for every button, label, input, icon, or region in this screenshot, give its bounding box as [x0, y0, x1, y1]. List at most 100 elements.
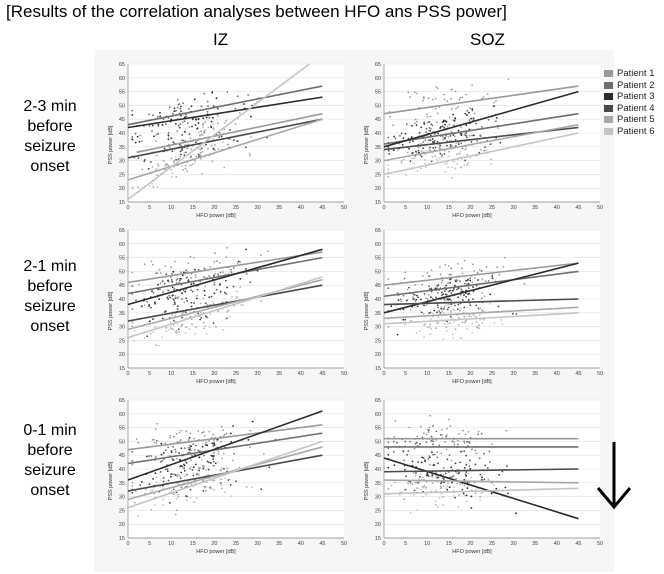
- scatter-point: [487, 478, 490, 481]
- scatter-point: [174, 303, 176, 305]
- scatter-point: [441, 310, 444, 312]
- scatter-point: [174, 123, 177, 125]
- scatter-point: [460, 126, 463, 129]
- scatter-point: [481, 292, 484, 294]
- scatter-point: [187, 439, 190, 441]
- scatter-point: [210, 436, 213, 439]
- x-tick-label: 15: [190, 205, 196, 211]
- scatter-point: [477, 279, 479, 281]
- scatter-point: [442, 135, 444, 138]
- scatter-point: [444, 120, 447, 122]
- scatter-point: [420, 298, 422, 301]
- scatter-point: [164, 265, 167, 267]
- scatter-point: [459, 280, 462, 283]
- scatter-point: [426, 113, 428, 116]
- regression-line: [127, 432, 323, 465]
- scatter-point: [505, 429, 508, 432]
- scatter-point: [131, 187, 134, 190]
- scatter-point: [414, 118, 417, 121]
- scatter-point: [160, 442, 163, 445]
- scatter-point: [463, 259, 466, 262]
- scatter-point: [174, 260, 176, 263]
- scatter-point: [205, 490, 207, 493]
- scatter-point: [474, 277, 476, 279]
- scatter-point: [441, 154, 443, 156]
- scatter-point: [422, 96, 425, 98]
- scatter-point: [216, 107, 219, 110]
- scatter-point: [486, 149, 488, 151]
- scatter-point: [437, 284, 440, 286]
- scatter-point: [210, 120, 213, 123]
- scatter-point: [183, 154, 186, 156]
- scatter-point: [387, 136, 390, 139]
- scatter-point: [461, 96, 464, 99]
- x-tick-label: 0: [126, 205, 129, 211]
- scatter-point: [188, 108, 190, 110]
- scatter-point: [451, 440, 454, 443]
- scatter-point: [432, 424, 435, 427]
- scatter-point: [464, 494, 466, 497]
- scatter-point: [456, 279, 459, 282]
- scatter-point: [493, 105, 495, 108]
- scatter-point: [393, 135, 396, 138]
- x-tick-label: 20: [211, 541, 217, 547]
- scatter-point: [442, 467, 445, 469]
- scatter-point: [400, 300, 403, 303]
- scatter-point: [403, 459, 405, 462]
- x-tick-label: 0: [382, 205, 385, 211]
- scatter-point: [388, 153, 391, 155]
- scatter-point: [172, 270, 175, 273]
- scatter-point: [184, 332, 187, 334]
- scatter-point: [424, 488, 427, 490]
- scatter-point: [421, 275, 424, 277]
- scatter-point: [429, 115, 432, 118]
- y-tick-label: 65: [375, 228, 381, 234]
- scatter-point: [176, 278, 179, 280]
- scatter-point: [405, 299, 408, 302]
- scatter-point: [461, 272, 464, 275]
- scatter-point: [169, 326, 172, 329]
- scatter-point: [449, 273, 452, 276]
- row-label-line: 0-1 min: [23, 422, 77, 439]
- scatter-point: [190, 459, 192, 462]
- scatter-point: [158, 298, 160, 301]
- scatter-point: [171, 280, 174, 283]
- scatter-point: [408, 426, 411, 429]
- scatter-point: [179, 458, 181, 461]
- scatter-point: [413, 306, 416, 308]
- scatter-point: [495, 120, 497, 123]
- scatter-point: [155, 476, 158, 478]
- scatter-point: [491, 275, 494, 277]
- scatter-point: [438, 444, 441, 447]
- scatter-point: [441, 279, 444, 282]
- row-label-line: seizure: [24, 298, 76, 315]
- scatter-point: [162, 498, 165, 500]
- x-tick-label: 45: [319, 205, 325, 211]
- scatter-point: [451, 176, 453, 179]
- x-tick-label: 40: [298, 541, 304, 547]
- scatter-point: [438, 310, 440, 312]
- regression-line: [127, 118, 323, 159]
- scatter-point: [437, 321, 439, 324]
- scatter-point: [413, 157, 416, 160]
- scatter-point: [153, 486, 156, 489]
- regression-line: [127, 96, 323, 129]
- x-tick-label: 5: [148, 371, 151, 377]
- scatter-point: [182, 121, 184, 124]
- scatter-point: [200, 317, 203, 319]
- scatter-point: [419, 475, 421, 478]
- scatter-point: [159, 272, 162, 274]
- scatter-point: [162, 160, 165, 162]
- scatter-point: [194, 276, 197, 279]
- scatter-point: [157, 283, 159, 286]
- scatter-point: [225, 256, 227, 258]
- scatter-point: [419, 473, 422, 475]
- scatter-point: [183, 463, 185, 466]
- y-axis-label: PSS power [dB]: [108, 461, 114, 500]
- scatter-point: [463, 306, 466, 309]
- scatter-point: [457, 106, 459, 109]
- scatter-point: [213, 479, 215, 481]
- scatter-point: [212, 433, 214, 436]
- scatter-point: [172, 304, 175, 306]
- scatter-point: [175, 457, 178, 460]
